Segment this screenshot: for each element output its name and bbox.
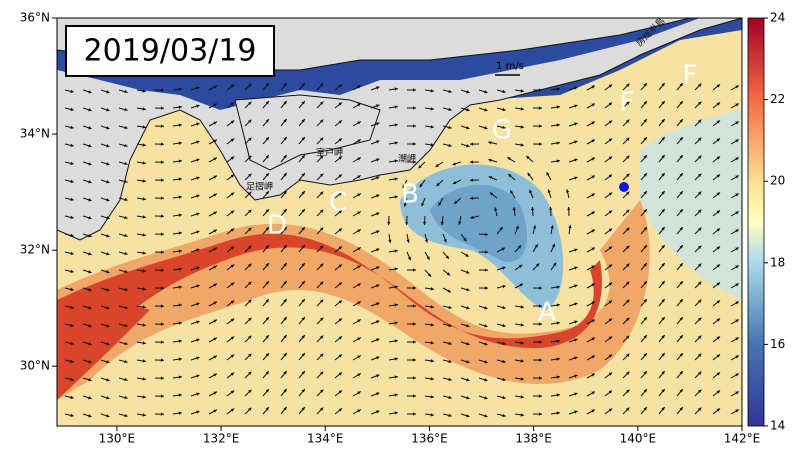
colorbar-tick-label: 24 — [770, 11, 785, 25]
y-tick-label: 36°N — [20, 11, 50, 25]
x-tick-label: 138°E — [515, 432, 552, 446]
colorbar-tick-label: 20 — [770, 174, 785, 188]
y-tick-label: 30°N — [20, 359, 50, 373]
colorbar-tick-label: 22 — [770, 92, 785, 106]
y-tick-label: 32°N — [20, 243, 50, 257]
x-tick-label: 140°E — [620, 432, 657, 446]
colorbar-tick-label: 18 — [770, 255, 785, 269]
letter: D — [267, 211, 287, 241]
letter: G — [492, 116, 512, 146]
x-tick-label: 136°E — [411, 432, 448, 446]
colorbar-tick-label: 16 — [770, 337, 785, 351]
y-tick-label: 34°N — [20, 127, 50, 141]
place-name: 室戸岬 — [316, 147, 343, 159]
letter: A — [538, 298, 556, 328]
colorbar — [748, 18, 764, 426]
place-name: 潮岬 — [398, 153, 416, 165]
letter: F — [683, 61, 698, 91]
date-label: 2019/03/19 — [84, 34, 257, 69]
colorbar-tick-label: 14 — [770, 419, 785, 433]
map-area: 2019/03/19 1 m/s A B C D F F G 室戸岬 足摺岬 潮… — [57, 15, 742, 426]
x-tick-label: 142°E — [724, 432, 761, 446]
x-tick-label: 134°E — [307, 432, 344, 446]
place-name: 足摺岬 — [246, 181, 273, 193]
letter: B — [401, 180, 419, 210]
scale-label: 1 m/s — [496, 61, 524, 72]
x-tick-label: 130°E — [99, 432, 136, 446]
letter: C — [329, 188, 347, 218]
x-tick-label: 132°E — [203, 432, 240, 446]
location-dot — [619, 182, 629, 192]
letter: F — [620, 88, 635, 118]
